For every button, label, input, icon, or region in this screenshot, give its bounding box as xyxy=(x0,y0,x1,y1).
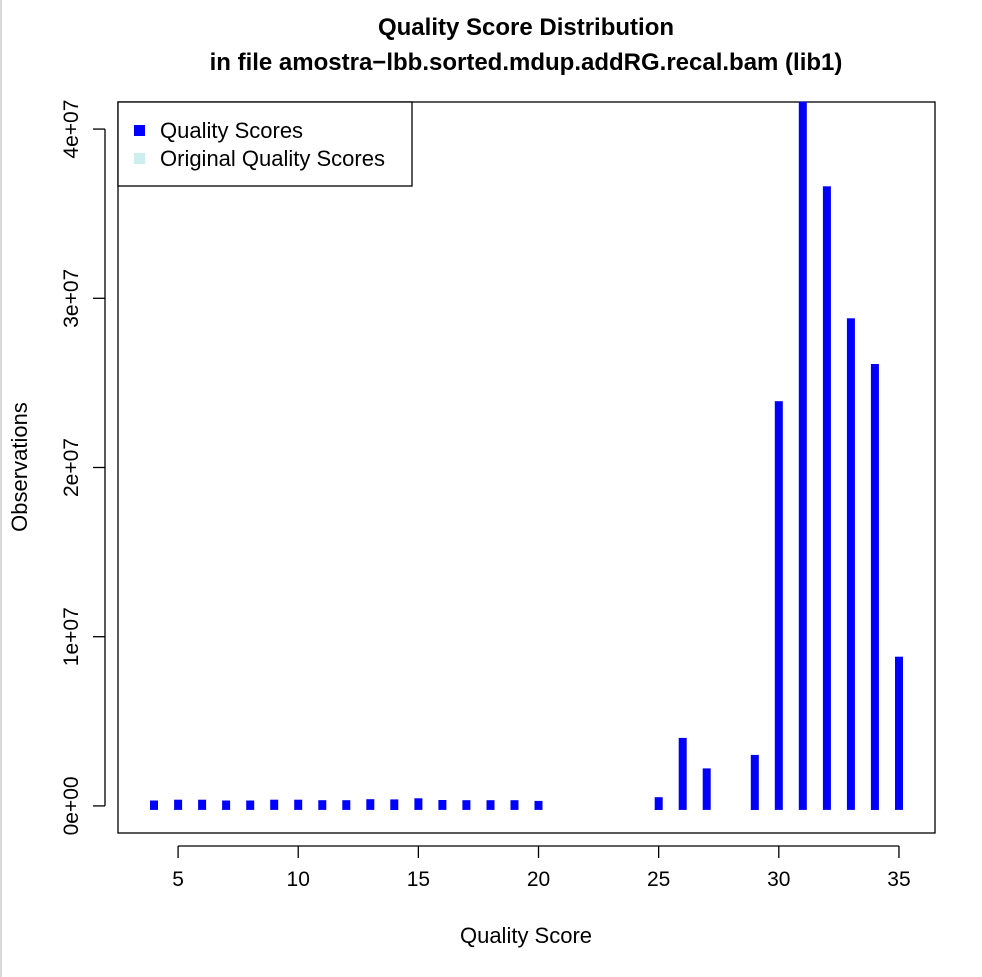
bar-q27 xyxy=(702,768,711,810)
bar-q34 xyxy=(870,364,879,810)
bar-q33 xyxy=(846,318,855,810)
bar-q11 xyxy=(318,800,327,810)
bar-q31 xyxy=(798,101,807,810)
bar-q4 xyxy=(150,800,158,810)
bar-q20 xyxy=(534,800,543,810)
x-tick-label: 30 xyxy=(767,868,790,891)
bar-q17 xyxy=(462,800,471,810)
x-tick-label: 35 xyxy=(887,868,910,891)
bar-q35 xyxy=(895,656,903,810)
bars-group xyxy=(150,101,903,810)
y-tick-label: 2e+07 xyxy=(60,438,83,497)
bar-q18 xyxy=(486,800,495,810)
y-tick-label: 0e+00 xyxy=(60,776,83,835)
legend-swatch-quality-scores xyxy=(134,125,145,136)
bar-q29 xyxy=(750,754,759,810)
x-axis: 5 10 15 20 25 30 35 xyxy=(172,845,911,891)
chart-subtitle: in file amostra−lbb.sorted.mdup.addRG.re… xyxy=(210,49,843,76)
x-tick-label: 15 xyxy=(407,868,430,891)
bar-q14 xyxy=(390,799,399,810)
window-edge xyxy=(0,0,2,977)
bar-q8 xyxy=(246,800,255,810)
y-axis: 0e+00 1e+07 2e+07 3e+07 4e+07 xyxy=(60,100,106,835)
x-tick-label: 25 xyxy=(647,868,670,891)
x-tick-label: 20 xyxy=(527,868,550,891)
bar-q9 xyxy=(270,799,279,810)
x-tick-label: 10 xyxy=(287,868,310,891)
bar-q10 xyxy=(294,799,303,810)
legend-label-quality-scores: Quality Scores xyxy=(160,118,303,143)
bar-q26 xyxy=(678,737,687,810)
bar-q13 xyxy=(366,799,375,810)
y-axis-label: Observations xyxy=(7,402,32,532)
chart-title: Quality Score Distribution xyxy=(378,14,674,41)
bar-q15 xyxy=(414,798,423,810)
x-tick-label: 5 xyxy=(172,868,184,891)
bar-q12 xyxy=(342,800,351,810)
y-tick-label: 3e+07 xyxy=(60,269,83,328)
y-tick-label: 1e+07 xyxy=(60,607,83,666)
bar-q25 xyxy=(654,797,663,810)
legend-label-original-quality-scores: Original Quality Scores xyxy=(160,146,385,171)
legend: Quality Scores Original Quality Scores xyxy=(117,101,413,187)
plot-frame xyxy=(117,101,936,834)
bar-q16 xyxy=(438,800,447,810)
bar-q5 xyxy=(174,799,183,810)
bar-q6 xyxy=(198,799,207,810)
legend-swatch-original-quality-scores xyxy=(134,153,145,164)
bar-q19 xyxy=(510,800,519,810)
bar-q30 xyxy=(774,401,783,810)
y-tick-label: 4e+07 xyxy=(60,100,83,159)
x-axis-label: Quality Score xyxy=(460,923,592,948)
bar-q32 xyxy=(822,186,831,810)
legend-box xyxy=(117,101,413,187)
bar-q7 xyxy=(222,800,231,810)
